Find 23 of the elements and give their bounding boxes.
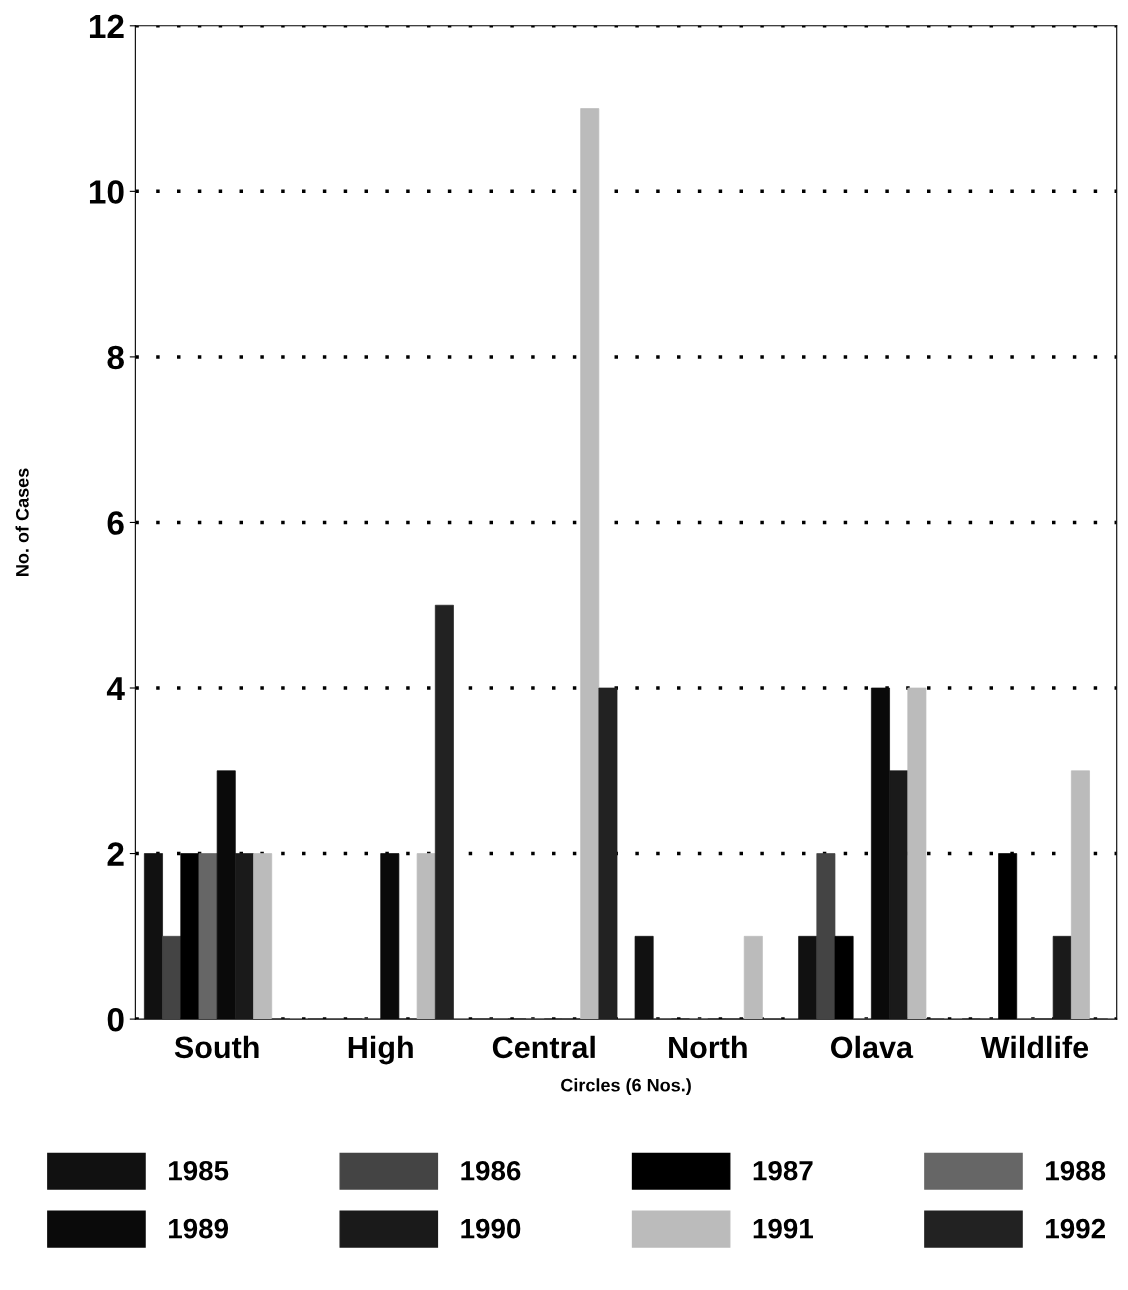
- legend-label: 1987: [753, 1160, 813, 1181]
- y-tick-label: 12: [89, 14, 124, 38]
- y-axis-title: No. of Cases: [15, 468, 29, 576]
- legend-label: 1988: [1046, 1160, 1106, 1181]
- legend-label: 1992: [1046, 1218, 1105, 1239]
- y-tick-label: 0: [107, 1007, 124, 1032]
- x-axis-title: Circles (6 Nos.): [561, 1078, 691, 1096]
- y-tick-label: 8: [107, 345, 124, 370]
- legend-label: 1990: [461, 1218, 521, 1239]
- legend-label: 1991: [753, 1218, 813, 1239]
- legend-label: 1985: [169, 1160, 229, 1181]
- x-tick-label: North: [669, 1035, 747, 1059]
- legend-label: 1989: [169, 1218, 229, 1239]
- y-tick-label: 2: [107, 842, 124, 866]
- x-tick-label: Central: [492, 1035, 595, 1059]
- x-tick-label: South: [174, 1035, 259, 1059]
- legend-label: 1986: [461, 1160, 521, 1181]
- x-tick-label: Wildlife: [980, 1035, 1089, 1059]
- x-tick-label: Olava: [831, 1035, 914, 1059]
- y-tick-label: 10: [89, 180, 124, 204]
- x-tick-label: High: [348, 1035, 413, 1065]
- y-tick-label: 6: [107, 511, 124, 535]
- y-tick-label: 4: [106, 677, 125, 701]
